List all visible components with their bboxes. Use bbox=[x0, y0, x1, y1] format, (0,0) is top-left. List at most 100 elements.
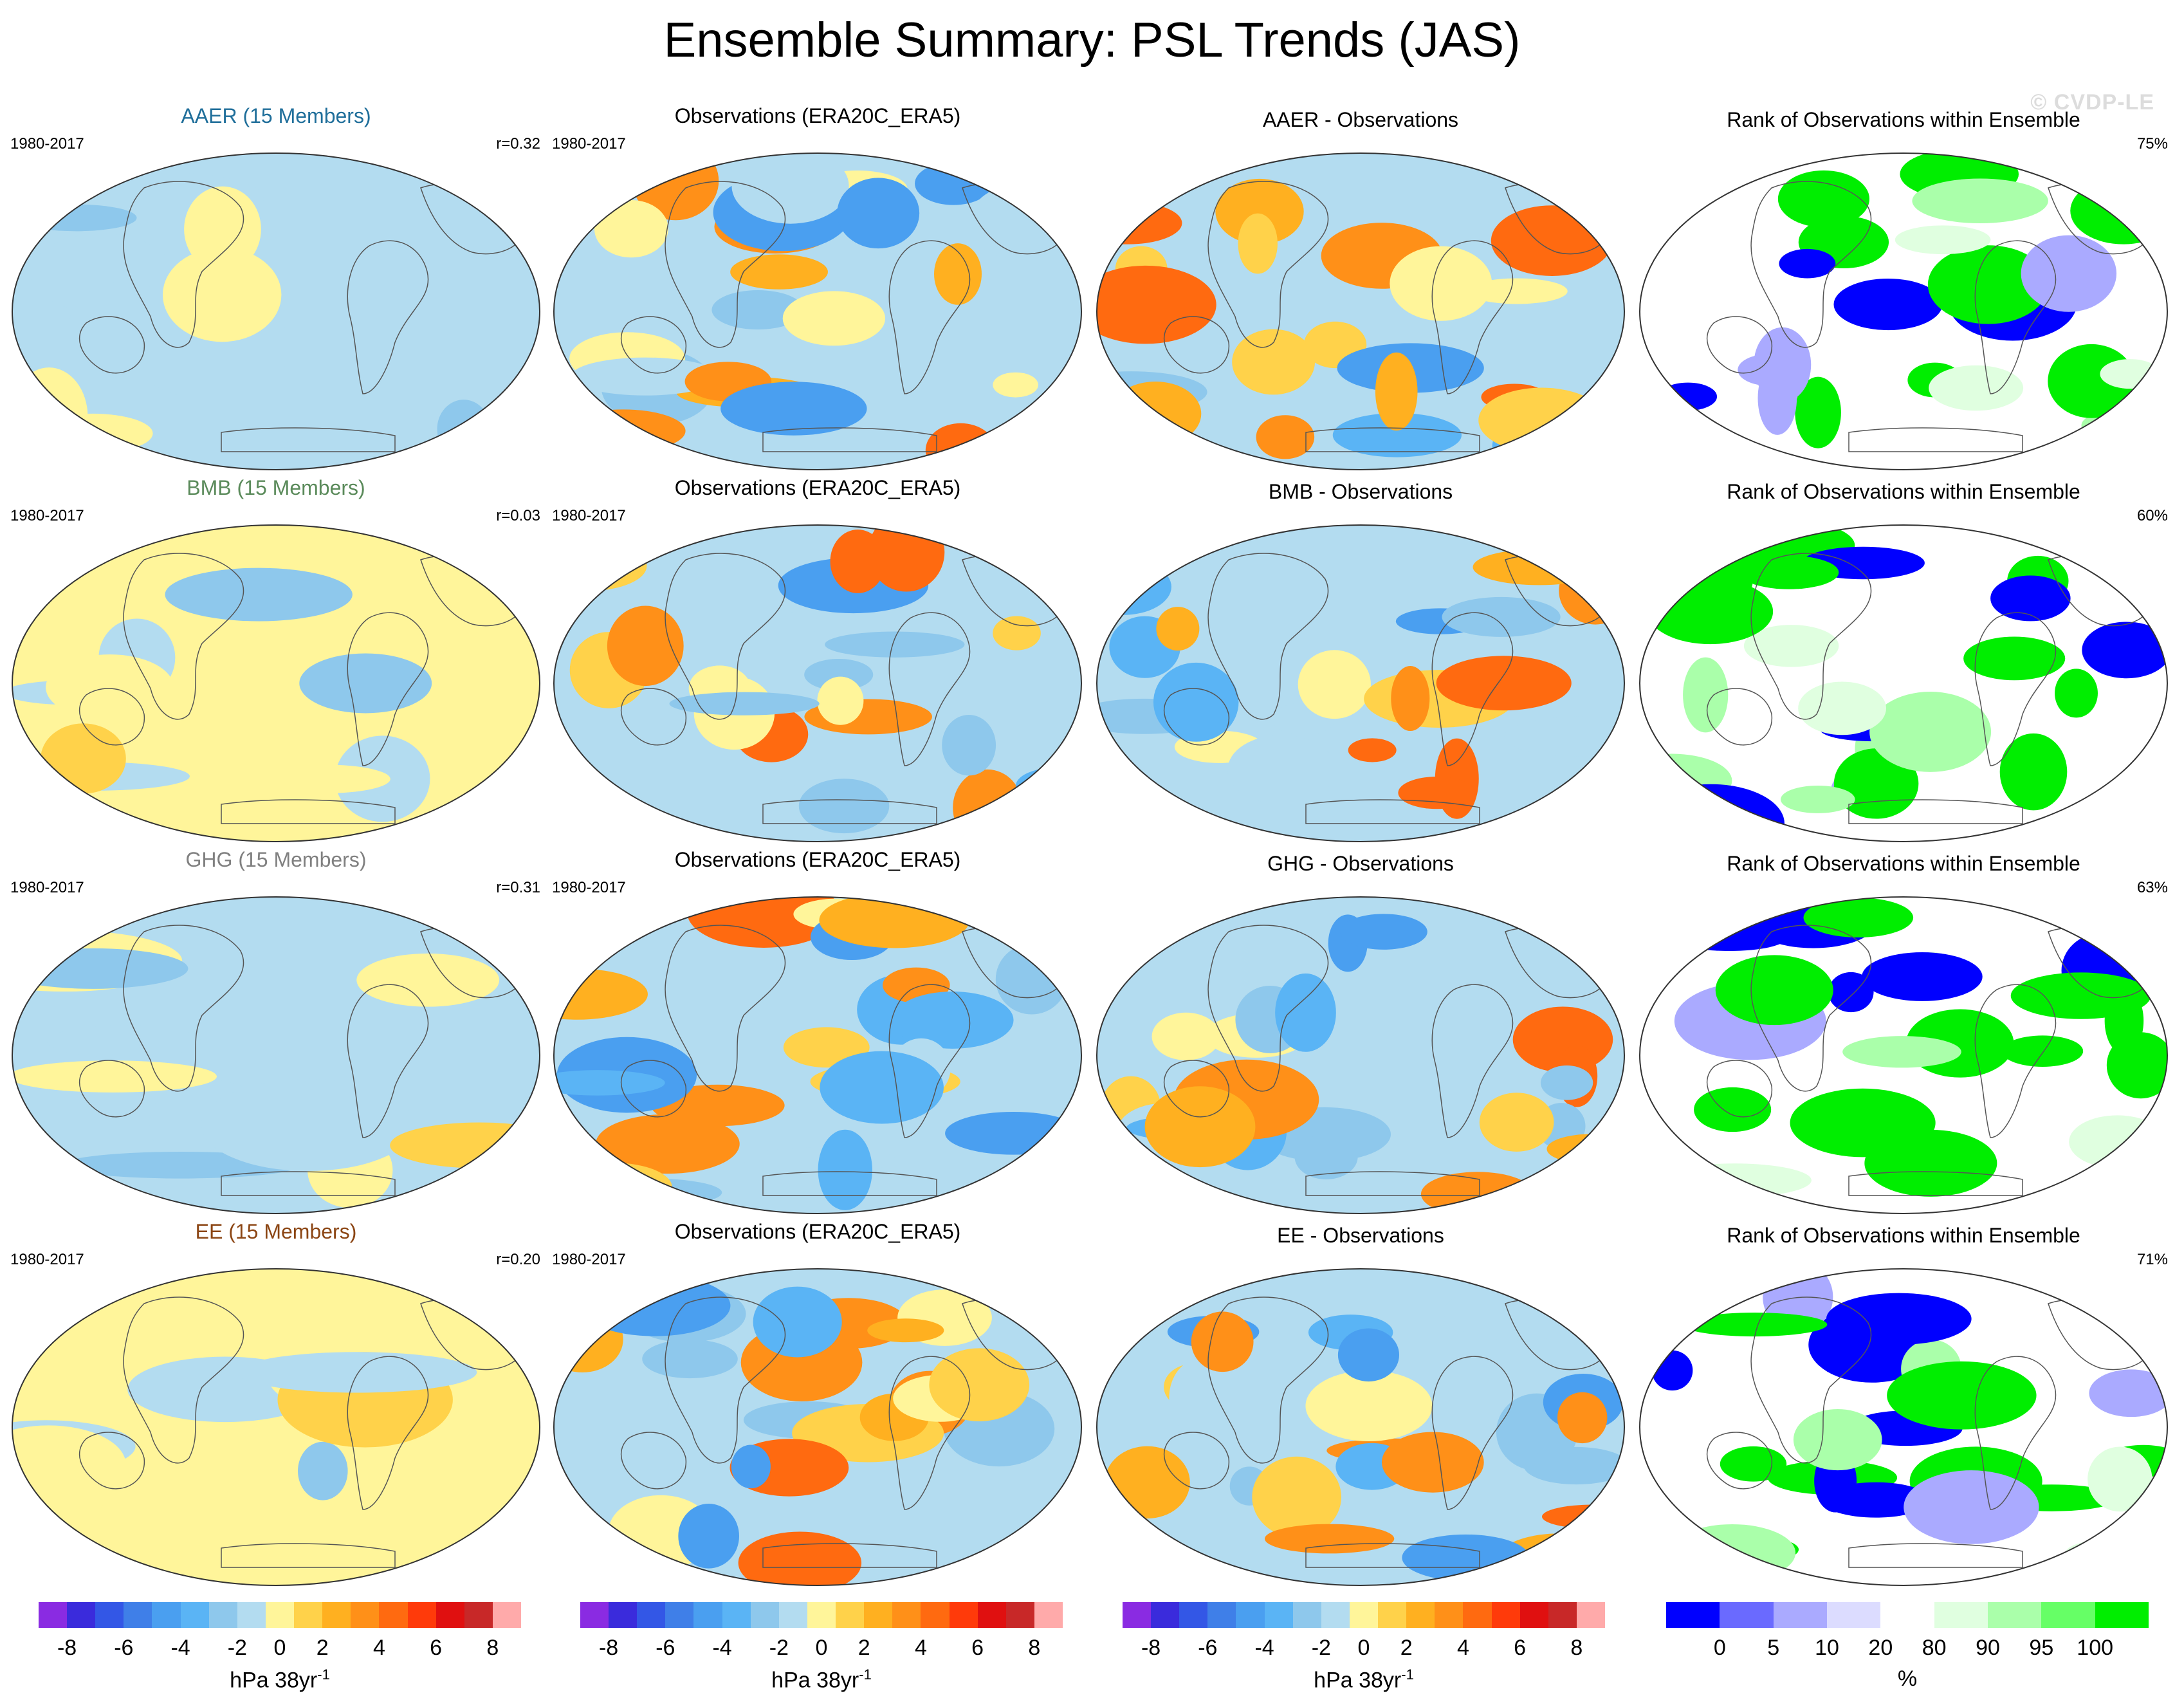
coastline bbox=[1164, 688, 1229, 746]
map-border bbox=[12, 1268, 540, 1586]
field-contour bbox=[1795, 376, 1841, 448]
colorbar-swatch bbox=[836, 1602, 865, 1628]
field-contour bbox=[1904, 1470, 2039, 1544]
colorbar-tick-label: 20 bbox=[1868, 1636, 1893, 1660]
coastline bbox=[347, 612, 429, 766]
field-contour bbox=[819, 897, 970, 948]
colorbar-swatch bbox=[351, 1602, 380, 1628]
field-contour bbox=[165, 568, 353, 622]
period-label: 1980-2017 bbox=[10, 507, 84, 524]
panel-rank-row3: Rank of Observations within Ensemble 63% bbox=[1637, 847, 2170, 1219]
field-contour bbox=[993, 616, 1041, 651]
colorbar-tick-label: 2 bbox=[316, 1636, 329, 1660]
field-contour bbox=[2088, 1446, 2152, 1512]
coastline bbox=[665, 925, 786, 1092]
field-contour bbox=[1478, 387, 1606, 453]
colorbar-swatch bbox=[1773, 1602, 1828, 1628]
pattern-correlation: r=0.32 bbox=[496, 135, 540, 152]
field-contour bbox=[1929, 365, 2024, 411]
panel-diff-row2: BMB - Observations bbox=[1094, 475, 1628, 847]
coastline bbox=[665, 181, 786, 348]
panel-title: Observations (ERA20C_ERA5) bbox=[674, 848, 961, 871]
map-border bbox=[1639, 152, 2168, 470]
colorbar-tick-label: 8 bbox=[1028, 1636, 1041, 1660]
coastline bbox=[1305, 1543, 1480, 1568]
world-map-model bbox=[12, 896, 540, 1214]
colorbar-tick-label: -4 bbox=[170, 1636, 190, 1660]
colorbar-swatch bbox=[722, 1602, 751, 1628]
coastline bbox=[1164, 1060, 1229, 1118]
field-contour bbox=[969, 187, 1054, 259]
colorbar-swatch bbox=[208, 1602, 238, 1628]
rank-colorbar: % 0 5 10 20 80 90 95 100 bbox=[1666, 1602, 2149, 1691]
coastline bbox=[762, 1543, 937, 1568]
panel-obs-row2: Observations (ERA20C_ERA5) 1980-2017 bbox=[551, 475, 1085, 847]
world-map-model bbox=[12, 1268, 540, 1586]
coastline bbox=[1207, 925, 1329, 1092]
field-contour bbox=[993, 372, 1038, 398]
colorbar-tick-label: 4 bbox=[1456, 1636, 1469, 1660]
panel-model-row1: AAER (15 Members) 1980-2017 r=0.32 bbox=[9, 103, 543, 475]
map-border bbox=[553, 896, 1082, 1214]
colorbar-swatch bbox=[921, 1602, 950, 1628]
field-contour bbox=[1790, 1088, 1936, 1158]
field-contour bbox=[554, 968, 648, 1020]
period-label: 1980-2017 bbox=[10, 879, 84, 896]
colorbar-swatch bbox=[1321, 1602, 1350, 1628]
field-contour bbox=[678, 1504, 740, 1569]
colorbar-swatch bbox=[237, 1602, 266, 1628]
world-map-obs bbox=[553, 1268, 1082, 1586]
field-contour bbox=[1398, 776, 1476, 809]
field-contour bbox=[299, 653, 432, 714]
coastline bbox=[1207, 553, 1329, 720]
coastline bbox=[1305, 427, 1480, 452]
field-contour bbox=[1647, 578, 1774, 645]
panel-rank-row2: Rank of Observations within Ensemble 60% bbox=[1637, 475, 2170, 847]
field-contour bbox=[2104, 987, 2144, 1055]
colorbar-swatch bbox=[580, 1602, 609, 1628]
field-contour bbox=[12, 1060, 217, 1093]
colorbar-tick-label: -4 bbox=[712, 1636, 732, 1660]
field-contour bbox=[1557, 1392, 1608, 1444]
field-contour bbox=[437, 400, 491, 459]
rank-percent: 71% bbox=[2136, 1251, 2168, 1268]
panel-title: GHG (15 Members) bbox=[185, 848, 367, 871]
field-contour bbox=[1682, 1313, 1828, 1337]
world-map-diff bbox=[1096, 152, 1625, 470]
field-contour bbox=[578, 1275, 731, 1336]
colorbar-tick-label: 100 bbox=[2077, 1636, 2114, 1660]
map-border bbox=[1639, 524, 2168, 842]
colorbar-tick-label: 80 bbox=[1922, 1636, 1947, 1660]
field-contour bbox=[12, 367, 88, 466]
field-contour bbox=[798, 779, 890, 834]
field-contour bbox=[252, 1307, 482, 1334]
field-contour bbox=[1227, 735, 1336, 805]
coastline bbox=[665, 1297, 786, 1464]
period-label: 1980-2017 bbox=[10, 1251, 84, 1268]
pattern-correlation: r=0.03 bbox=[496, 507, 540, 524]
colorbar-swatch bbox=[1491, 1602, 1521, 1628]
coastline bbox=[221, 799, 396, 824]
world-map-obs bbox=[553, 896, 1082, 1214]
panel-title: AAER (15 Members) bbox=[181, 104, 371, 127]
colorbar-swatch bbox=[1292, 1602, 1322, 1628]
map-border bbox=[1096, 1268, 1625, 1586]
colorbar-swatch bbox=[1576, 1602, 1606, 1628]
field-contour bbox=[1780, 785, 1855, 813]
coastline bbox=[1305, 1171, 1480, 1196]
field-contour bbox=[1743, 625, 1839, 667]
period-label: 1980-2017 bbox=[552, 135, 626, 152]
field-contour bbox=[1523, 1446, 1624, 1485]
colorbar-swatch bbox=[1349, 1602, 1379, 1628]
colorbar-swatch bbox=[1034, 1602, 1063, 1628]
coastline bbox=[762, 799, 937, 824]
map-border bbox=[12, 896, 540, 1214]
world-map-rank bbox=[1639, 152, 2168, 470]
coastline bbox=[1431, 984, 1514, 1138]
field-contour bbox=[1757, 361, 1797, 435]
colorbar-swatch bbox=[152, 1602, 181, 1628]
field-contour bbox=[95, 1499, 136, 1556]
trend-colorbar-1: hPa 38yr-1 -8 -6 -4 -2 0 2 4 6 8 bbox=[39, 1602, 522, 1692]
panel-title: Rank of Observations within Ensemble bbox=[1727, 108, 2080, 131]
field-contour bbox=[687, 897, 841, 948]
